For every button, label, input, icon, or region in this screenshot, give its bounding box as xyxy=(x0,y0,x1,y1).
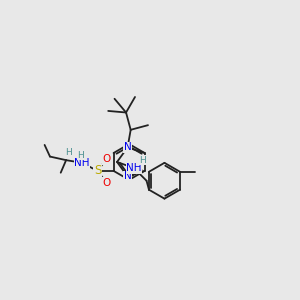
Text: H: H xyxy=(65,148,72,157)
Text: H: H xyxy=(140,155,146,164)
Text: H: H xyxy=(77,151,84,160)
Text: N: N xyxy=(124,171,131,182)
Text: N: N xyxy=(124,142,131,152)
Text: NH: NH xyxy=(126,163,142,173)
Text: O: O xyxy=(102,178,110,188)
Text: NH: NH xyxy=(74,158,90,168)
Text: O: O xyxy=(102,154,110,164)
Text: S: S xyxy=(94,164,101,177)
